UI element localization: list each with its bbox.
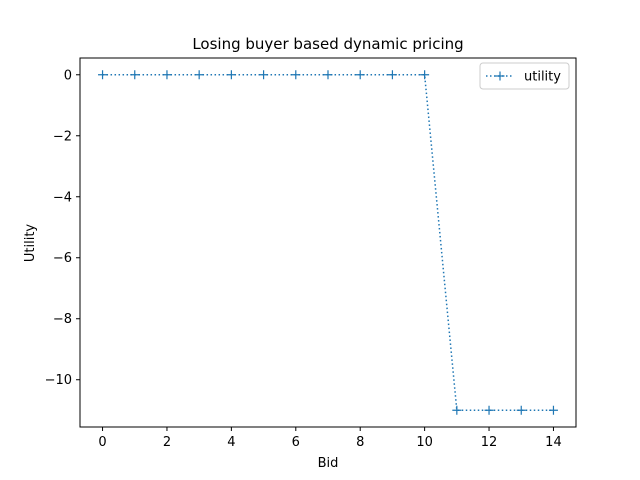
data-point <box>484 405 494 415</box>
data-point <box>259 70 269 80</box>
y-tick-label: −6 <box>53 251 72 266</box>
data-point <box>420 70 430 80</box>
plot-area: 0 2 4 6 8 10 12 14 0 −2 −4 −6 −8 −10 <box>45 57 577 450</box>
data-point <box>291 70 301 80</box>
data-point <box>355 70 365 80</box>
data-point <box>98 70 108 80</box>
plot-frame <box>79 57 577 428</box>
y-tick-label: −10 <box>45 373 72 388</box>
legend-marker-sample <box>495 71 505 81</box>
x-tick-label: 8 <box>356 435 364 450</box>
legend-label-utility: utility <box>524 70 561 85</box>
x-tick-label: 10 <box>416 435 433 450</box>
data-point <box>323 70 333 80</box>
x-tick-label: 12 <box>481 435 498 450</box>
chart-title: Losing buyer based dynamic pricing <box>192 35 463 53</box>
y-axis: 0 −2 −4 −6 −8 −10 <box>45 68 80 388</box>
x-tick-label: 4 <box>227 435 235 450</box>
y-tick-label: 0 <box>64 68 72 83</box>
data-point <box>162 70 172 80</box>
x-tick-label: 6 <box>292 435 300 450</box>
x-tick-label: 0 <box>98 435 106 450</box>
x-axis: 0 2 4 6 8 10 12 14 <box>98 427 562 450</box>
data-point <box>226 70 236 80</box>
data-point <box>452 405 462 415</box>
y-tick-label: −4 <box>53 190 72 205</box>
x-tick-label: 2 <box>163 435 171 450</box>
data-point <box>387 70 397 80</box>
x-tick-label: 14 <box>545 435 562 450</box>
x-axis-title: Bid <box>318 456 339 471</box>
legend: utility <box>479 62 570 90</box>
data-point <box>548 405 558 415</box>
data-point <box>130 70 140 80</box>
y-axis-title: Utility <box>23 224 38 263</box>
legend-box <box>479 62 570 90</box>
data-point <box>194 70 204 80</box>
y-tick-label: −8 <box>53 312 72 327</box>
series-layer <box>98 70 558 415</box>
data-point <box>516 405 526 415</box>
y-tick-label: −2 <box>53 129 72 144</box>
